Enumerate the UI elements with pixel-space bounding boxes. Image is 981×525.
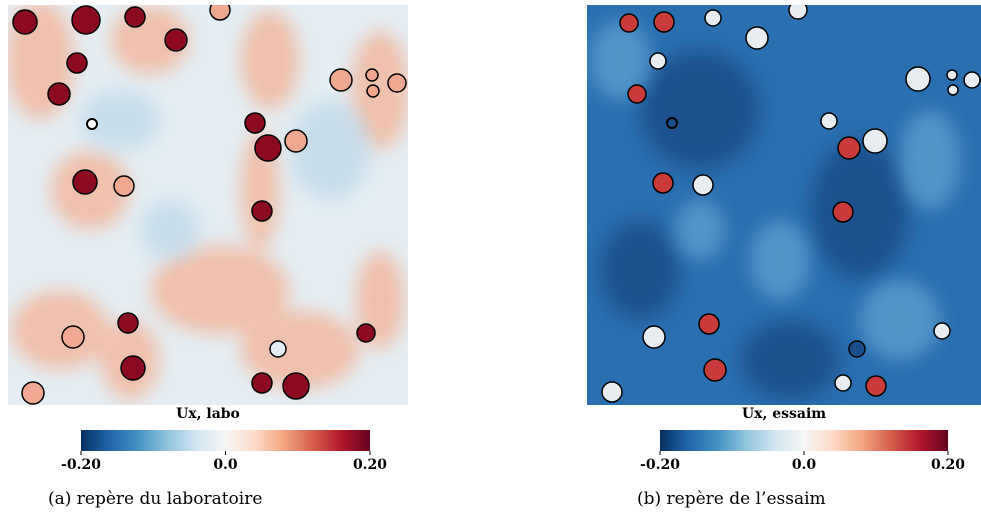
field-label: Ux, essaim xyxy=(742,406,826,422)
caption: (a) repère du laboratoire xyxy=(48,489,262,509)
colorbar xyxy=(660,430,948,451)
colorbar xyxy=(81,430,370,451)
colorbar-tick-label: 0.20 xyxy=(353,457,387,473)
field-label: Ux, labo xyxy=(176,406,240,422)
field-image xyxy=(8,5,408,405)
colorbar-tick-label: 0.20 xyxy=(931,457,965,473)
colorbar-tick-label: 0.0 xyxy=(213,457,238,473)
colorbar-tick-label: -0.20 xyxy=(640,457,680,473)
colorbar-tick-label: -0.20 xyxy=(61,457,101,473)
field-image xyxy=(587,5,981,405)
caption: (b) repère de l’essaim xyxy=(637,489,826,509)
colorbar-tick-label: 0.0 xyxy=(792,457,817,473)
